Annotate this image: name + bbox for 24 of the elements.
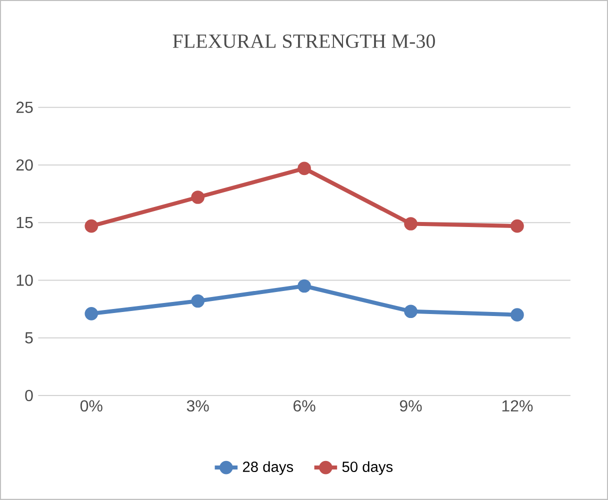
x-tick-label: 6% bbox=[294, 400, 316, 412]
x-tick-label: 12% bbox=[502, 400, 533, 412]
x-tick-label: 3% bbox=[186, 400, 209, 412]
legend-label: 28 days bbox=[242, 461, 294, 475]
y-tick-label: 0 bbox=[25, 390, 33, 402]
point bbox=[191, 294, 205, 308]
point bbox=[298, 162, 311, 176]
y-tick-label: 5 bbox=[25, 332, 33, 344]
legend-label: 50 days bbox=[342, 461, 393, 475]
point bbox=[84, 219, 98, 233]
x-tick-label: 9% bbox=[400, 400, 422, 412]
point bbox=[404, 304, 418, 318]
point bbox=[404, 217, 418, 230]
point bbox=[298, 279, 311, 293]
chart-title: FLEXURAL STRENGTH M-30 bbox=[172, 34, 435, 48]
y-tick-label: 20 bbox=[16, 159, 33, 171]
point bbox=[191, 190, 205, 204]
point bbox=[84, 307, 98, 320]
x-tick-label: 0% bbox=[80, 400, 102, 412]
point bbox=[510, 308, 524, 322]
point bbox=[510, 219, 524, 233]
y-tick-label: 10 bbox=[16, 274, 33, 286]
y-tick-label: 15 bbox=[16, 217, 33, 228]
y-tick-label: 25 bbox=[16, 102, 33, 114]
